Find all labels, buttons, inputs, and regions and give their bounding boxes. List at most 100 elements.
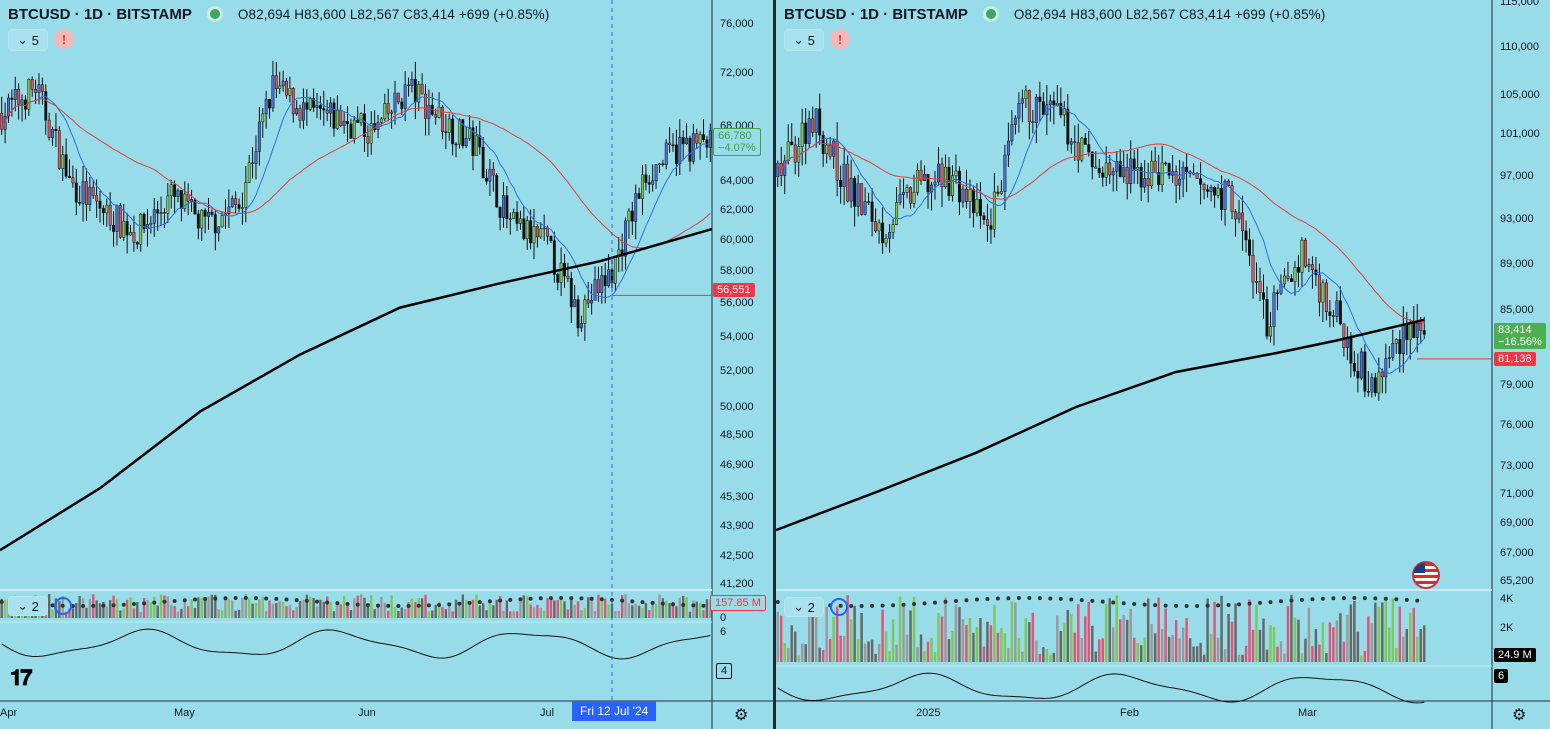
- volume-ma-dot: [284, 597, 289, 602]
- volume-bar: [1035, 640, 1038, 662]
- volume-bar: [685, 596, 688, 618]
- candle-body: [926, 173, 930, 193]
- osc-value-tag: 4: [716, 663, 733, 679]
- candle-body: [81, 181, 85, 204]
- candle-body: [481, 146, 485, 179]
- volume-bar: [776, 611, 779, 662]
- panel-divider[interactable]: [773, 0, 776, 729]
- candle-body: [1272, 292, 1276, 327]
- price-tick-label: 110,000: [1500, 41, 1539, 54]
- candle-body: [996, 191, 1000, 194]
- us-flag-icon[interactable]: [1412, 561, 1440, 589]
- volume-bar: [1300, 653, 1304, 662]
- volume-bar: [671, 601, 675, 618]
- volume-bar: [600, 599, 603, 618]
- volume-ma-dot: [1153, 603, 1158, 608]
- candle-body: [1153, 160, 1157, 173]
- volume-ma-dot: [162, 599, 167, 604]
- gear-icon[interactable]: ⚙: [734, 707, 749, 724]
- volume-bar: [200, 597, 203, 618]
- candle-body: [1373, 377, 1377, 394]
- candle-body: [1076, 142, 1080, 161]
- refresh-icon[interactable]: [830, 598, 848, 616]
- indicators-toggle-button[interactable]: ⌄ 5: [784, 29, 824, 51]
- volume-bar: [302, 599, 305, 618]
- volume-bar: [961, 619, 965, 662]
- candle-body: [1003, 154, 1007, 192]
- volume-toggle-button[interactable]: ⌄ 2: [8, 596, 48, 616]
- volume-bar: [705, 599, 709, 618]
- candle-body: [1181, 166, 1185, 180]
- volume-bar: [1101, 638, 1104, 662]
- alert-icon[interactable]: !: [830, 29, 850, 49]
- candle-body: [508, 218, 512, 220]
- volume-bar: [644, 602, 648, 618]
- volume-bar: [856, 639, 860, 662]
- volume-bar: [835, 606, 839, 662]
- volume-bar: [1021, 651, 1024, 662]
- volume-bar: [519, 600, 522, 618]
- chart-svg-left[interactable]: [0, 0, 773, 729]
- chart-svg-right[interactable]: [776, 0, 1550, 729]
- candle-body: [234, 198, 238, 205]
- refresh-icon[interactable]: [54, 597, 72, 615]
- volume-bar: [512, 611, 515, 618]
- osc-value-tag: 6: [1494, 669, 1509, 683]
- chart-panel-left[interactable]: BTCUSD · 1D · BITSTAMP O82,694 H83,600 L…: [0, 0, 773, 729]
- volume-bar: [1307, 607, 1311, 662]
- indicators-toggle-button[interactable]: ⌄ 5: [8, 29, 48, 51]
- volume-bar: [505, 600, 509, 618]
- candle-body: [88, 186, 92, 205]
- volume-bar: [1213, 601, 1216, 662]
- candle-body: [1010, 124, 1014, 142]
- tradingview-logo[interactable]: 𝟏𝟕: [10, 665, 33, 690]
- candle-body: [410, 78, 414, 86]
- candle-body: [441, 106, 444, 132]
- candle-body: [268, 99, 271, 109]
- volume-bar: [488, 599, 492, 618]
- volume-bar: [142, 598, 146, 618]
- alert-icon[interactable]: !: [54, 29, 74, 49]
- volume-bar: [648, 610, 651, 618]
- volume-indicator-count: 2: [31, 598, 39, 614]
- volume-bar: [1153, 633, 1157, 662]
- candle-body: [420, 84, 424, 95]
- candle-body: [1150, 160, 1154, 186]
- red-line-price-tag: 81,138: [1494, 352, 1536, 366]
- volume-ma-dot: [182, 598, 187, 603]
- candle-body: [44, 91, 48, 121]
- volume-ma-dot: [1121, 601, 1126, 606]
- volume-ma-dot: [508, 597, 513, 602]
- volume-bar: [597, 594, 600, 618]
- volume-bar: [800, 643, 804, 662]
- volume-ma-dot: [406, 603, 411, 608]
- candle-body: [227, 206, 231, 214]
- symbol-title[interactable]: BTCUSD · 1D · BITSTAMP: [784, 5, 968, 23]
- volume-bar: [278, 600, 281, 618]
- price-tick-label: 62,000: [720, 204, 754, 217]
- candle-body: [186, 193, 190, 202]
- volume-bar: [968, 618, 972, 662]
- volume-bar: [498, 596, 502, 618]
- candle-body: [535, 226, 539, 238]
- price-tick-label: 50,000: [720, 400, 754, 413]
- volume-bar: [993, 605, 996, 662]
- candle-body: [27, 79, 31, 110]
- volume-ma-dot: [1352, 596, 1357, 601]
- volume-bar: [986, 621, 989, 662]
- candle-body: [1300, 239, 1304, 273]
- candle-body: [342, 120, 346, 127]
- candle-body: [1111, 171, 1115, 176]
- volume-ma-dot: [933, 600, 938, 605]
- volume-bar: [370, 595, 373, 618]
- volume-bar: [947, 639, 951, 662]
- volume-toggle-button[interactable]: ⌄ 2: [784, 597, 824, 617]
- chart-panel-right[interactable]: BTCUSD · 1D · BITSTAMP O82,694 H83,600 L…: [776, 0, 1550, 729]
- volume-bar: [451, 611, 454, 618]
- gear-icon[interactable]: ⚙: [1512, 707, 1527, 724]
- symbol-title[interactable]: BTCUSD · 1D · BITSTAMP: [8, 5, 192, 23]
- ohlc-readout: O82,694 H83,600 L82,567 C83,414 +699 (+0…: [1013, 6, 1326, 22]
- candle-body: [1157, 172, 1161, 186]
- candle-body: [112, 224, 116, 232]
